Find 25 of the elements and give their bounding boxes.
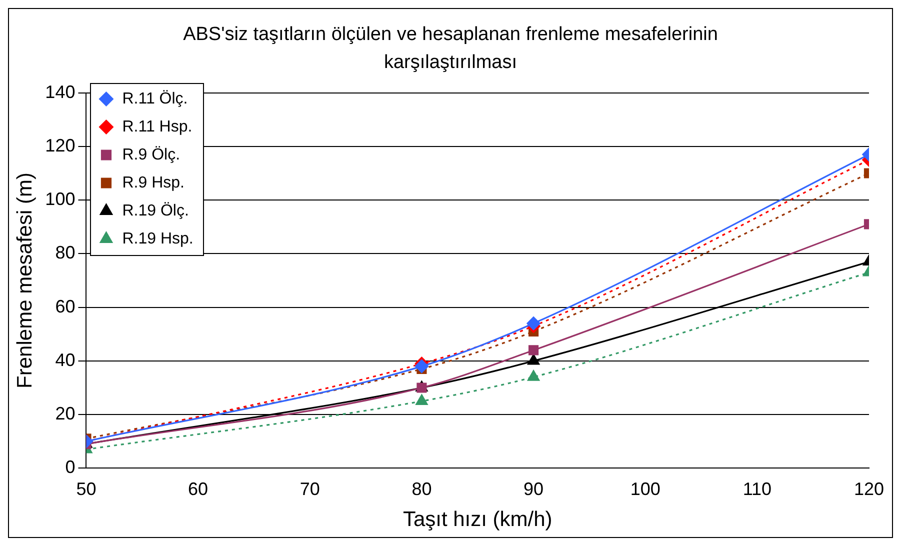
y-tick-label: 20: [55, 404, 76, 424]
x-tick-label: 70: [300, 478, 320, 499]
y-tick-label: 140: [45, 82, 76, 102]
x-tick-label: 110: [742, 478, 772, 499]
legend-label: R.11 Ölç.: [122, 89, 188, 108]
y-tick-label: 120: [45, 135, 76, 156]
legend-label: R.9 Ölç.: [122, 145, 180, 164]
legend-label: R.19 Ölç.: [122, 201, 189, 220]
x-axis-title: Taşıt hızı (km/h): [402, 508, 552, 532]
y-tick-label: 100: [45, 189, 76, 210]
y-tick-label: 60: [55, 296, 76, 316]
legend-label: R.11 Hsp.: [122, 118, 192, 136]
chart-title: ABS'siz taşıtların ölçülen ve hesaplanan frenleme mesafelerinin karşılaştırılması: [182, 23, 719, 75]
x-tick-label: 50: [76, 478, 96, 499]
y-tick-label: 80: [55, 242, 76, 263]
x-tick-label: 90: [524, 478, 544, 499]
y-tick-label: 40: [55, 350, 76, 370]
y-axis-title: Frenleme mesafesi (m): [13, 172, 36, 388]
legend-label: R.19 Hsp.: [122, 230, 194, 248]
x-tick-label: 120: [854, 478, 884, 499]
x-tick-label: 60: [188, 478, 208, 499]
legend-label: R.9 Hsp.: [122, 174, 184, 192]
x-tick-label: 100: [630, 478, 660, 499]
y-tick-label: 0: [65, 457, 76, 478]
x-tick-label: 80: [412, 478, 432, 499]
